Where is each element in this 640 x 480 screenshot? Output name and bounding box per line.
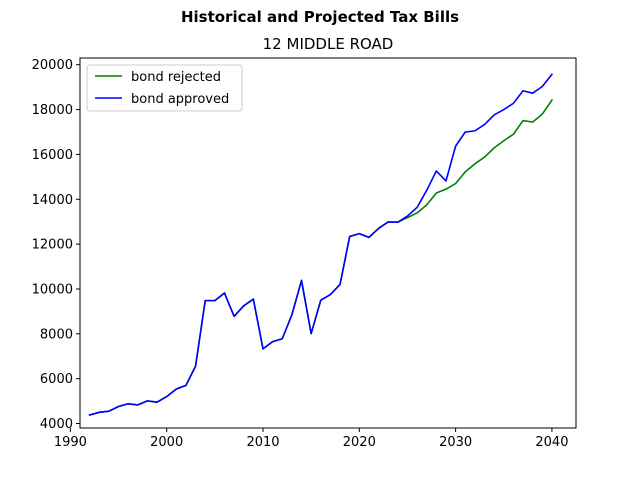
legend: bond rejected bond approved xyxy=(86,64,243,112)
legend-label-bond-approved: bond approved xyxy=(131,92,229,107)
y-tick-label: 20000 xyxy=(32,58,73,73)
y-tick-label: 18000 xyxy=(32,103,73,118)
y-tick-label: 12000 xyxy=(32,238,73,253)
x-tick-label: 2010 xyxy=(246,435,279,450)
series-line-bond-approved xyxy=(88,73,554,416)
x-tick-label: 2020 xyxy=(343,435,376,450)
y-tick-label: 14000 xyxy=(32,193,73,208)
y-axis: 4000 6000 8000 10000 12000 14000 16000 18000 200… xyxy=(32,58,80,432)
x-axis: 1990 2000 2010 2020 2030 2040 xyxy=(54,428,568,450)
legend-label-bond-rejected: bond rejected xyxy=(131,70,221,85)
y-tick-label: 4000 xyxy=(40,417,73,432)
x-tick-label: 2000 xyxy=(150,435,183,450)
x-tick-label: 2040 xyxy=(535,435,568,450)
y-tick-label: 6000 xyxy=(40,372,73,387)
x-tick-label: 2030 xyxy=(439,435,472,450)
y-tick-label: 10000 xyxy=(32,282,73,297)
y-tick-label: 8000 xyxy=(40,327,73,342)
legend-box xyxy=(86,64,243,112)
series-line-bond-rejected xyxy=(88,99,554,416)
series-layer xyxy=(88,73,554,416)
x-tick-label: 1990 xyxy=(54,435,87,450)
chart-title: Historical and Projected Tax Bills xyxy=(181,8,459,26)
chart-subtitle: 12 MIDDLE ROAD xyxy=(263,35,394,53)
plot-frame xyxy=(79,57,577,429)
y-tick-label: 16000 xyxy=(32,148,73,163)
